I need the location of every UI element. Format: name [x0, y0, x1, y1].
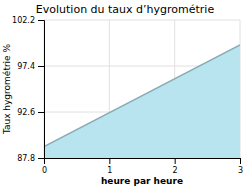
tick-label: 2 — [173, 166, 178, 175]
x-axis-label: heure par heure — [101, 176, 183, 186]
tick-mark — [109, 158, 110, 164]
tick-mark — [175, 158, 176, 164]
tick-mark — [38, 66, 44, 67]
tick-label: 1 — [107, 166, 112, 175]
tick-label: 87.8 — [17, 154, 35, 163]
tick-mark — [38, 112, 44, 113]
y-axis-label: Taux hygrométrie % — [2, 43, 12, 135]
tick-label: 92.6 — [17, 108, 35, 117]
marks — [44, 45, 240, 158]
tick-label: 97.4 — [17, 62, 35, 71]
tick: 92.6 — [17, 108, 44, 117]
tick-mark — [240, 158, 241, 164]
grid-line — [44, 20, 240, 21]
tick-label: 102.2 — [12, 16, 35, 25]
tick: 2 — [173, 158, 178, 175]
tick-label: 0 — [42, 166, 47, 175]
plot: 0 1 2 3 87.8 92.6 97.4 102.2 — [12, 16, 243, 175]
tick: 1 — [107, 158, 112, 175]
area — [44, 45, 240, 158]
tick: 0 — [42, 158, 47, 175]
y-axis: 87.8 92.6 97.4 102.2 — [12, 16, 44, 163]
tick-label: 3 — [238, 166, 243, 175]
title: Evolution du taux d’hygrométrie — [36, 3, 215, 16]
chart: 0 1 2 3 87.8 92.6 97.4 102.2Evolution du taux d… — [0, 0, 250, 188]
tick-mark — [38, 158, 44, 159]
tick: 102.2 — [12, 16, 44, 25]
x-axis: 0 1 2 3 — [42, 158, 243, 175]
tick: 3 — [238, 158, 243, 175]
tick: 97.4 — [17, 62, 44, 71]
axis-line — [38, 21, 45, 159]
tick: 87.8 — [17, 154, 44, 163]
grid — [44, 20, 240, 158]
line — [44, 45, 240, 147]
tick-mark — [38, 20, 44, 21]
axis-line — [45, 159, 241, 165]
